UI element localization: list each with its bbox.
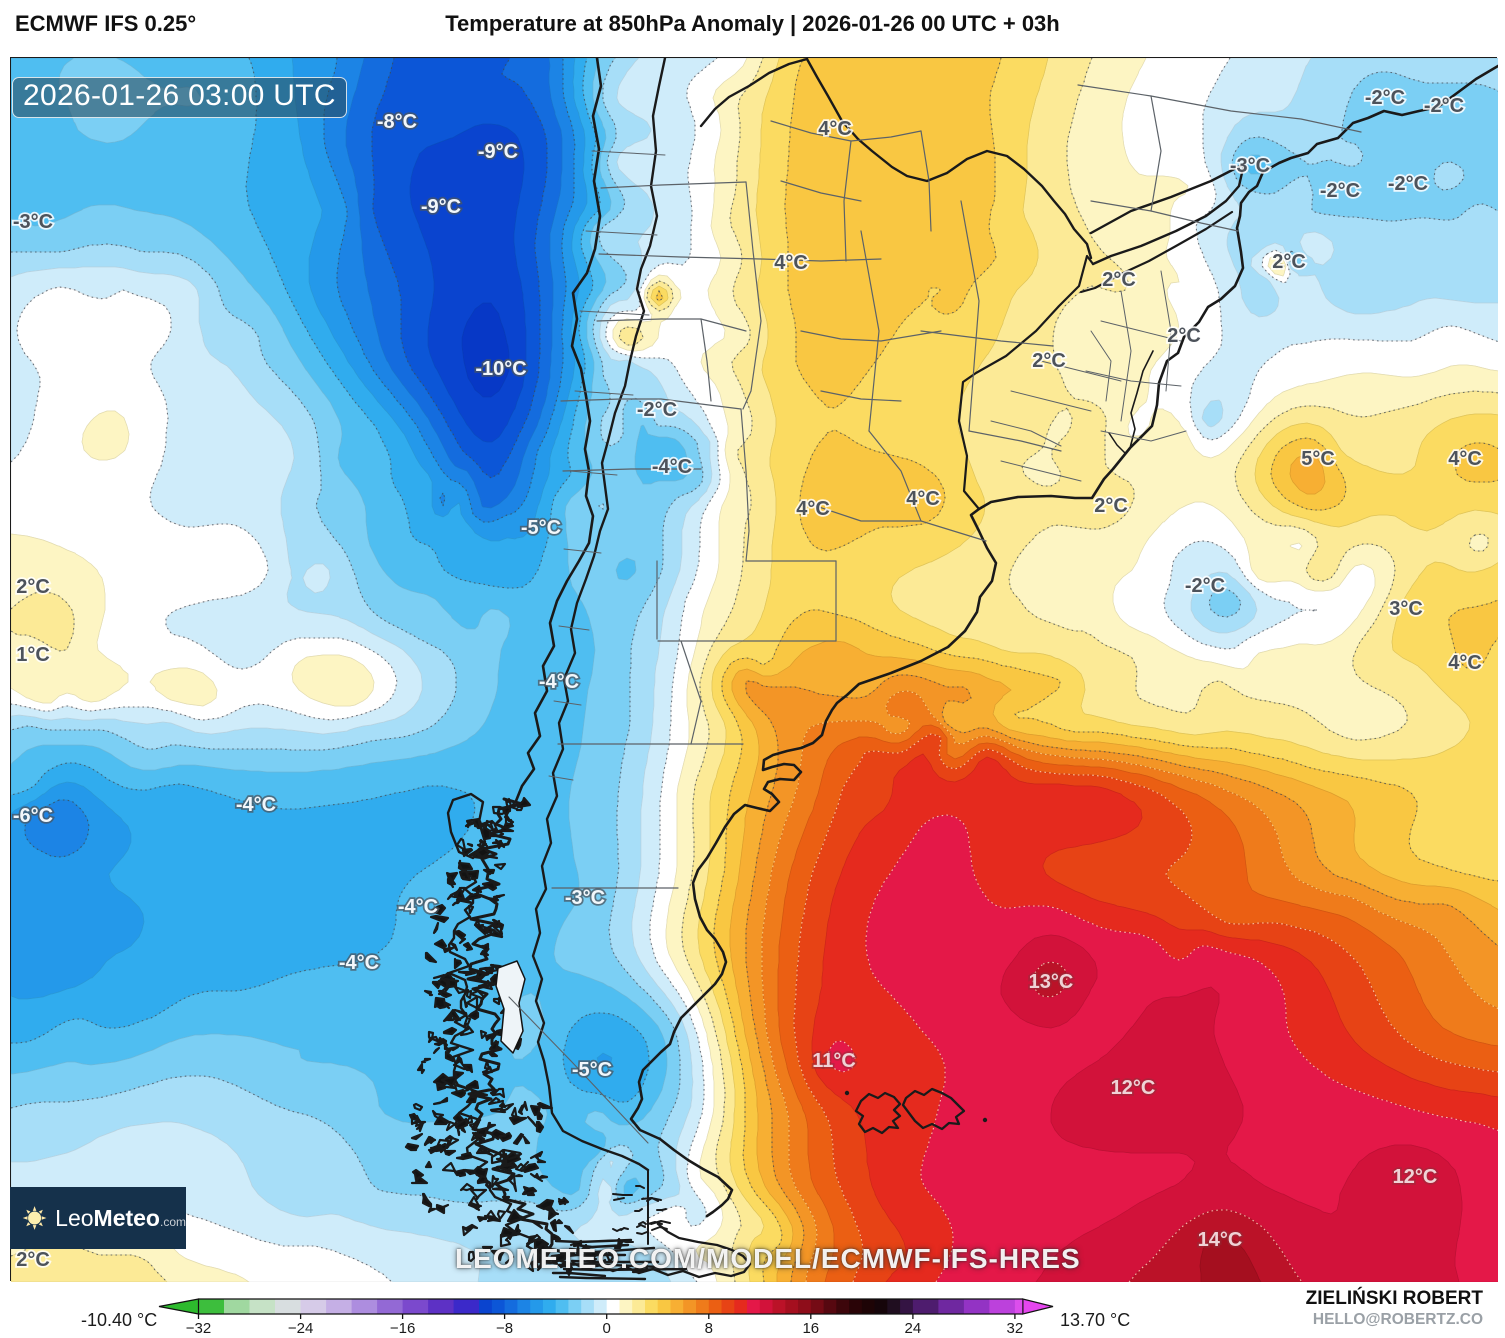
svg-text:-4°C: -4°C [236,794,276,816]
svg-text:4°C: 4°C [818,118,852,140]
svg-text:13°C: 13°C [1029,971,1074,993]
svg-text:-2°C: -2°C [1365,87,1405,109]
svg-text:8: 8 [705,1320,713,1337]
svg-text:4°C: 4°C [796,498,830,520]
svg-text:−24: −24 [288,1320,313,1337]
svg-text:2°C: 2°C [1094,495,1128,517]
svg-text:−8: −8 [496,1320,513,1337]
svg-text:-8°C: -8°C [377,111,417,133]
svg-text:-6°C: -6°C [13,805,53,827]
svg-text:2°C: 2°C [16,576,50,598]
svg-text:-2°C: -2°C [1320,180,1360,202]
svg-text:4°C: 4°C [1448,652,1482,674]
svg-text:-2°C: -2°C [1388,173,1428,195]
svg-text:4°C: 4°C [774,252,808,274]
svg-text:-2°C: -2°C [1185,575,1225,597]
svg-text:2°C: 2°C [16,1249,50,1271]
svg-text:0: 0 [603,1320,611,1337]
svg-text:5°C: 5°C [1301,448,1335,470]
svg-text:32: 32 [1007,1320,1024,1337]
svg-text:14°C: 14°C [1198,1229,1243,1251]
svg-text:11°C: 11°C [812,1050,856,1072]
svg-text:-10°C: -10°C [475,358,526,380]
svg-text:-3°C: -3°C [565,887,605,909]
svg-text:-3°C: -3°C [13,211,53,233]
svg-text:-9°C: -9°C [478,141,518,163]
svg-text:3°C: 3°C [1389,598,1423,620]
svg-text:-4°C: -4°C [339,952,379,974]
svg-text:-9°C: -9°C [421,196,461,218]
svg-text:1°C: 1°C [16,644,50,666]
svg-text:-4°C: -4°C [539,671,579,693]
svg-text:2°C: 2°C [1032,350,1066,372]
svg-text:2°C: 2°C [1167,325,1201,347]
svg-text:−16: −16 [390,1320,415,1337]
svg-text:16: 16 [802,1320,819,1337]
svg-text:24: 24 [905,1320,922,1337]
svg-text:12°C: 12°C [1393,1166,1438,1188]
svg-text:12°C: 12°C [1111,1077,1156,1099]
svg-text:-2°C: -2°C [1424,95,1464,117]
svg-text:-4°C: -4°C [652,456,692,478]
svg-text:-5°C: -5°C [572,1059,612,1081]
svg-text:4°C: 4°C [906,488,940,510]
svg-text:−32: −32 [186,1320,211,1337]
svg-text:4°C: 4°C [1448,448,1482,470]
svg-text:2°C: 2°C [1102,269,1136,291]
svg-text:-2°C: -2°C [637,399,677,421]
svg-text:-3°C: -3°C [1230,155,1270,177]
svg-text:-5°C: -5°C [521,517,561,539]
svg-text:2°C: 2°C [1272,251,1306,273]
svg-text:-4°C: -4°C [398,896,438,918]
